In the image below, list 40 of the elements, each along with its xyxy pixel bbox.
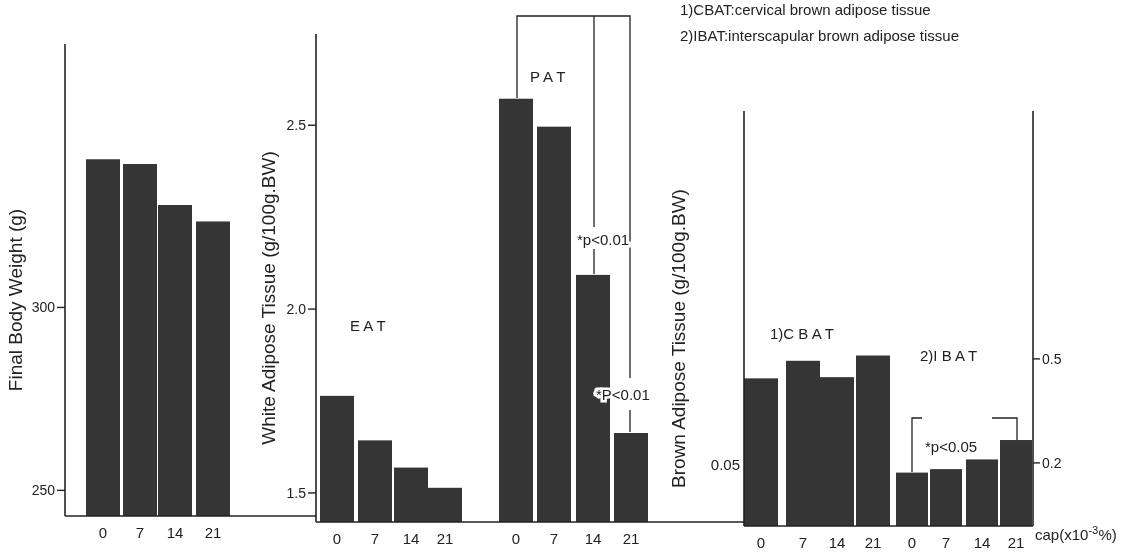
x-tick-label: 21 xyxy=(864,534,882,551)
x-tick-label: 14 xyxy=(166,524,184,541)
x-tick-label: 7 xyxy=(135,524,145,541)
x-tick-label: 7 xyxy=(370,530,380,547)
y-axis-title: Brown Adipose Tissue (g/100g.BW) xyxy=(668,189,689,488)
y-tick-label: 2.5 xyxy=(286,117,307,134)
x-tick-label: 21 xyxy=(622,530,640,547)
x-tick-label: 21 xyxy=(204,524,222,541)
x-tick-label: 0 xyxy=(332,530,342,547)
annotation: *p<0.05 xyxy=(925,438,978,455)
x-tick-label: 7 xyxy=(798,534,808,551)
y-tick-label: 300 xyxy=(31,299,56,316)
x-tick-label: 0 xyxy=(907,534,917,551)
annotation: 2)I B A T xyxy=(920,347,978,364)
text: 0.05 xyxy=(710,456,740,473)
x-tick-label: 0 xyxy=(756,534,766,551)
x-tick-label: 14 xyxy=(584,530,602,547)
text: 1)C B A T xyxy=(770,325,834,342)
y-axis-title: White Adipose Tissue (g/100g.BW) xyxy=(258,151,279,445)
annotation: E A T xyxy=(350,317,386,334)
annotation: *p<0.01 xyxy=(577,230,630,248)
y-tick-label: 250 xyxy=(31,482,56,499)
x-tick-label: 0 xyxy=(98,524,108,541)
x-tick-label: 14 xyxy=(828,534,846,551)
x-tick-label: 7 xyxy=(549,530,559,547)
x-axis-title: cap(x10$^{-3}$%) xyxy=(1035,524,1117,543)
y2-tick-label: 0.5 xyxy=(1042,350,1062,367)
annotation: P A T xyxy=(530,68,566,85)
x-tick-label: 14 xyxy=(973,534,991,551)
y-tick-label: 1.5 xyxy=(286,484,307,501)
x-tick-label: 21 xyxy=(1007,534,1025,551)
x-tick-label: 7 xyxy=(941,534,951,551)
y2-tick-label: 0.2 xyxy=(1042,454,1062,471)
x-tick-label: 21 xyxy=(436,530,454,547)
y-tick-label: 2.0 xyxy=(286,300,307,317)
x-tick-label: 0 xyxy=(511,530,521,547)
y-axis-title: Final Body Weight (g) xyxy=(5,208,26,392)
x-tick-label: 14 xyxy=(402,530,420,547)
text: 2)IBAT:interscapular brown adipose tissue xyxy=(680,27,960,44)
text: 1)CBAT:cervical brown adipose tissue xyxy=(680,1,931,18)
